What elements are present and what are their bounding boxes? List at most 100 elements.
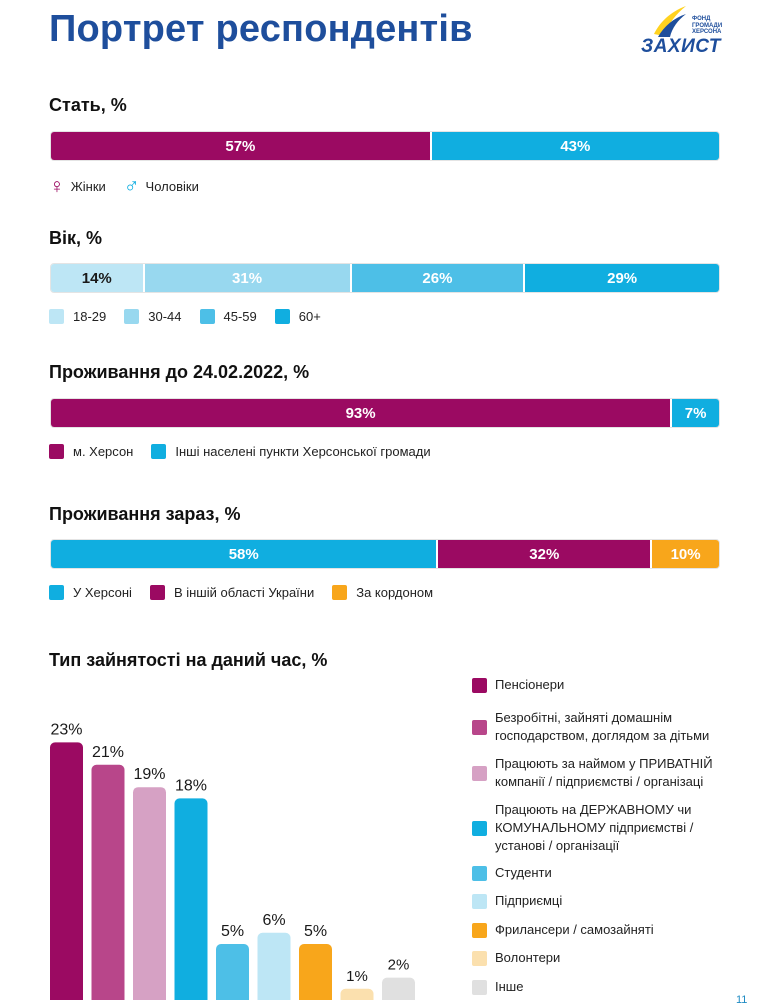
gender-stacked-bar: 57% 43% — [50, 131, 720, 161]
legend-label: Фрилансери / самозайняті — [495, 922, 654, 937]
employment-bar — [216, 944, 249, 1000]
employment-legend-item: Студенти — [472, 864, 552, 882]
legend-item: м. Херсон — [49, 444, 133, 459]
legend-label: Працюють за наймом у ПРИВАТНІЙ компанії /… — [495, 756, 713, 789]
section-title-age: Вік, % — [49, 228, 103, 248]
legend-item: Інші населені пункти Херсонської громади — [151, 444, 431, 459]
employment-bar-label: 19% — [133, 766, 165, 783]
legend-swatch — [472, 865, 487, 881]
legend-swatch — [151, 444, 167, 459]
legend-label: Пенсіонери — [495, 677, 565, 692]
legend-item: 30-44 — [124, 309, 182, 324]
legend-item: У Херсоні — [49, 585, 132, 600]
employment-legend-item: Безробітні, зайняті домашнім господарство… — [472, 709, 709, 745]
legend-label: 45-59 — [223, 309, 257, 324]
bar-segment: 29% — [525, 264, 719, 292]
employment-legend-item: Пенсіонери — [472, 676, 564, 694]
legend-label: За кордоном — [356, 585, 434, 600]
bar-segment: 26% — [351, 264, 526, 292]
legend-swatch — [472, 893, 487, 909]
legend-swatch — [472, 950, 487, 966]
employment-legend-item: Інше — [472, 978, 523, 996]
bar-segment: 58% — [51, 540, 439, 568]
employment-bar — [50, 742, 83, 1000]
legend-label: Жінки — [70, 179, 106, 194]
legend-swatch — [49, 309, 64, 324]
employment-bar-label: 6% — [262, 912, 285, 929]
legend-swatch — [124, 309, 140, 324]
legend-swatch — [472, 719, 487, 735]
legend-label: 30-44 — [148, 309, 182, 324]
employment-bar — [91, 764, 125, 1000]
legend-swatch — [472, 765, 487, 781]
legend-item: 18-29 — [49, 309, 106, 324]
bar-segment: 43% — [431, 132, 719, 160]
page-number: 11 — [736, 994, 748, 1006]
employment-legend-item: Фрилансери / самозайняті — [472, 921, 654, 939]
legend-swatch — [332, 585, 348, 600]
legend-label: 18-29 — [73, 309, 107, 324]
section-title-gender: Стать, % — [49, 95, 127, 115]
employment-bar-label: 5% — [304, 923, 327, 940]
legend-swatch — [274, 309, 290, 324]
employment-legend-item: Підприємці — [472, 892, 562, 910]
logo-wordmark: ЗАХИСТ — [641, 36, 721, 57]
section-title-residence-before: Проживання до 24.02.2022, % — [49, 362, 310, 382]
legend-label: Інші населені пункти Херсонської громади — [175, 444, 431, 459]
legend-swatch — [149, 585, 165, 600]
bar-segment: 32% — [438, 540, 653, 568]
residence-before-legend: м. Херсон Інші населені пункти Херсонсько… — [49, 444, 449, 459]
legend-swatch — [472, 979, 487, 995]
legend-item: За кордоном — [332, 585, 433, 600]
employment-bar — [257, 932, 291, 1000]
page-title: Портрет респондентів — [49, 8, 473, 50]
legend-item: 45-59 — [199, 309, 257, 324]
legend-label: 60+ — [298, 309, 321, 324]
legend-label: Підприємці — [495, 893, 563, 908]
legend-item-male: ♂ Чоловіки — [124, 176, 199, 197]
legend-label: Чоловіки — [145, 179, 199, 194]
bar-segment: 31% — [144, 264, 352, 292]
gender-legend: ♀ Жінки ♂ Чоловіки — [49, 176, 217, 197]
employment-legend-item: Працюють на ДЕРЖАВНОМУ чи КОМУНАЛЬНОМУ пі… — [472, 801, 693, 855]
employment-bar — [382, 977, 415, 1000]
employment-legend-item: Волонтери — [472, 949, 560, 967]
legend-swatch — [472, 820, 487, 836]
bar-segment: 10% — [652, 540, 719, 568]
employment-bar-label: 1% — [346, 968, 368, 985]
legend-swatch — [49, 444, 64, 459]
legend-label: м. Херсон — [73, 444, 134, 459]
section-title-residence-now: Проживання зараз, % — [49, 504, 241, 524]
age-stacked-bar: 14% 31% 26% 29% — [50, 263, 720, 293]
legend-swatch — [49, 585, 64, 600]
legend-label: Інше — [495, 979, 524, 994]
legend-swatch — [199, 309, 215, 324]
employment-bar — [340, 988, 374, 1000]
employment-bar-label: 23% — [50, 721, 82, 738]
bar-segment: 93% — [51, 399, 673, 427]
age-legend: 18-29 30-44 45-59 60+ — [49, 309, 339, 324]
legend-swatch — [472, 922, 487, 938]
employment-bar — [174, 798, 208, 1000]
employment-bar-label: 5% — [221, 923, 244, 940]
legend-swatch — [472, 677, 487, 693]
female-symbol-icon: ♀ — [49, 175, 65, 198]
legend-label: У Херсоні — [73, 585, 132, 600]
legend-item: В іншій області України — [149, 585, 315, 600]
section-title-employment: Тип зайнятості на даний час, % — [49, 650, 328, 670]
residence-now-stacked-bar: 58% 32% 10% — [50, 539, 720, 569]
legend-label: Студенти — [495, 865, 552, 880]
male-symbol-icon: ♂ — [123, 175, 140, 198]
legend-item-female: ♀ Жінки — [49, 176, 106, 197]
employment-bar — [133, 787, 166, 1000]
employment-bar-label: 21% — [92, 744, 124, 761]
employment-bar-chart: 23% 21% 19% 18% 5% 6% 5% 1% 2% — [50, 721, 415, 1000]
employment-bar-label: 2% — [388, 957, 410, 974]
logo: ФОНД ГРОМАДИ ХЕРСОНА ЗАХИСТ — [638, 4, 728, 58]
employment-bar — [299, 944, 332, 1000]
legend-item: 60+ — [274, 309, 321, 324]
legend-label: В іншій області України — [173, 585, 315, 600]
logo-mark-icon — [654, 6, 686, 37]
bar-segment: 7% — [672, 399, 719, 427]
bar-segment: 57% — [51, 132, 432, 160]
